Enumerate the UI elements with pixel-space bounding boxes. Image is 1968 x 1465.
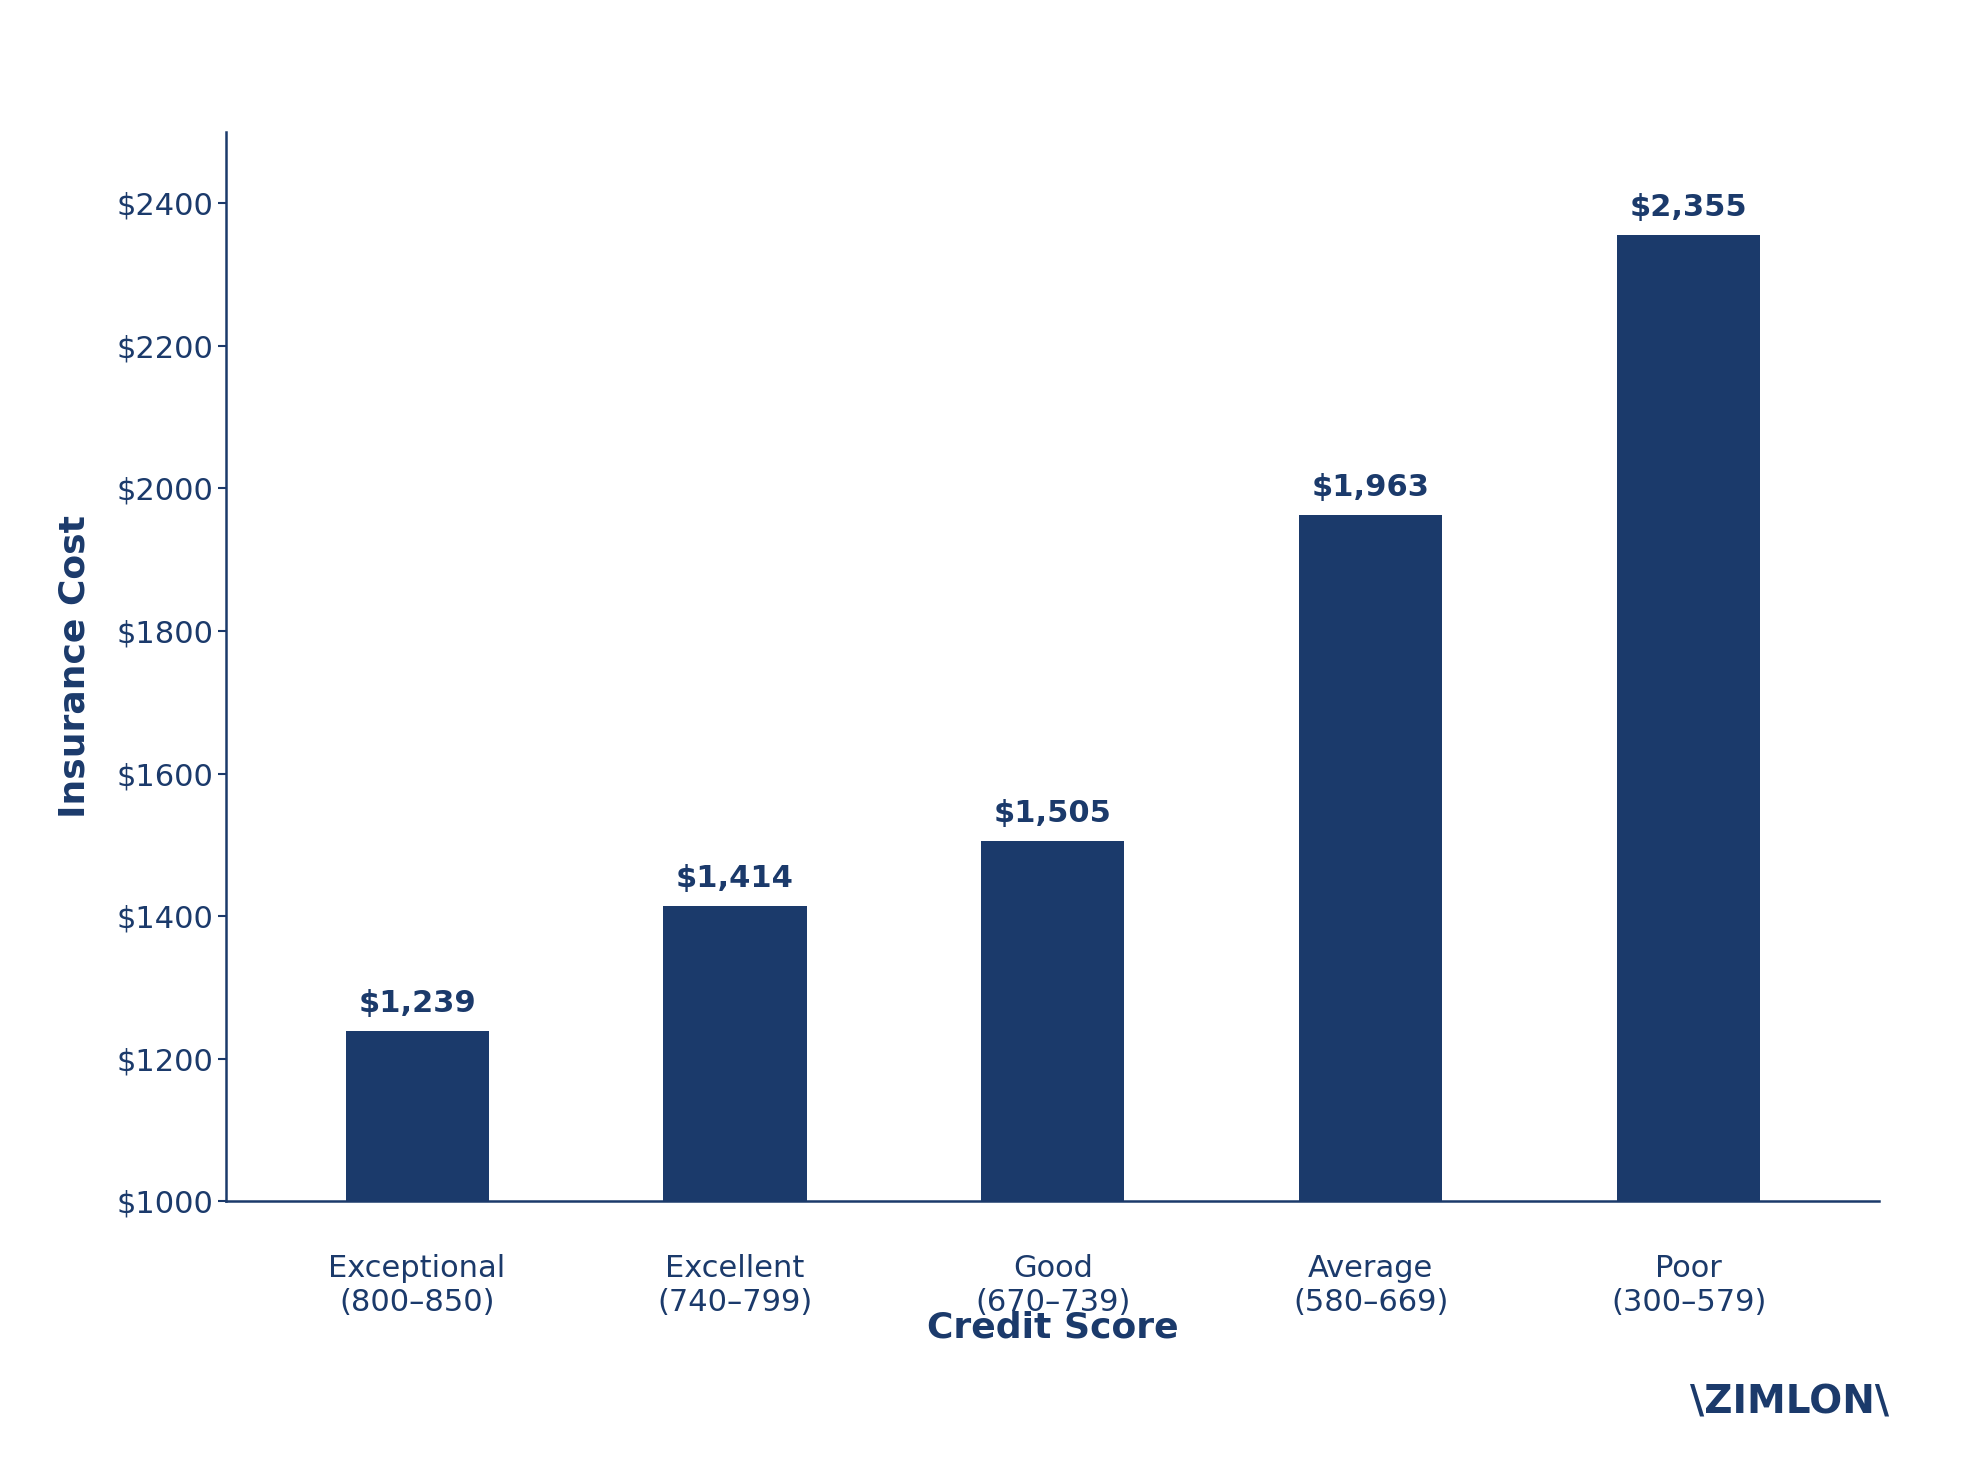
Text: $1,239: $1,239 [358, 989, 476, 1018]
X-axis label: Credit Score: Credit Score [927, 1310, 1179, 1345]
Text: Poor
(300–579): Poor (300–579) [1612, 1254, 1767, 1317]
Bar [346, 1031, 488, 1201]
Text: Good
(670–739): Good (670–739) [976, 1254, 1130, 1317]
Bar [663, 907, 807, 1201]
Text: $1,414: $1,414 [677, 864, 793, 894]
Text: \ZIMLON\: \ZIMLON\ [1691, 1383, 1889, 1421]
Bar [982, 841, 1124, 1201]
Text: $1,963: $1,963 [1313, 473, 1429, 502]
Bar [1299, 514, 1443, 1201]
Text: San Antonio, TX, Car Insurance Rates Based on the: San Antonio, TX, Car Insurance Rates Bas… [104, 41, 1864, 100]
Text: Excellent
(740–799): Excellent (740–799) [657, 1254, 813, 1317]
Y-axis label: Insurance Cost: Insurance Cost [57, 516, 91, 817]
Bar [1618, 236, 1759, 1201]
Text: Credit Score of the Drivers: Credit Score of the Drivers [523, 119, 1445, 179]
Text: Average
(580–669): Average (580–669) [1293, 1254, 1448, 1317]
Text: Exceptional
(800–850): Exceptional (800–850) [329, 1254, 506, 1317]
Text: $1,505: $1,505 [994, 800, 1112, 828]
Text: $2,355: $2,355 [1630, 193, 1748, 223]
